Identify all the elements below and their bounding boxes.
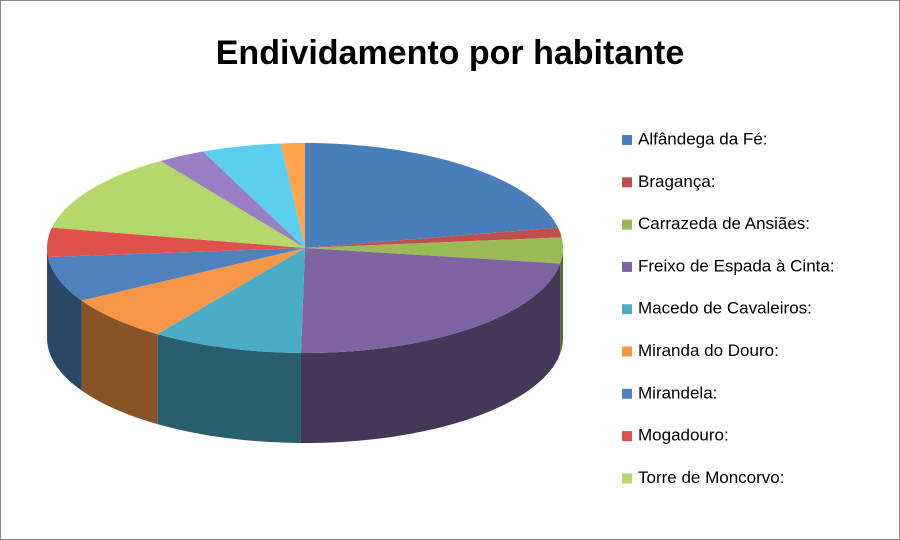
slice-side xyxy=(47,257,82,391)
slice-top xyxy=(300,248,561,353)
slice xyxy=(305,143,559,248)
legend-swatch xyxy=(622,346,632,357)
legend-swatch xyxy=(622,388,632,399)
slice-side xyxy=(47,248,48,348)
slice-side xyxy=(157,334,301,443)
slice xyxy=(305,237,563,354)
legend-swatch xyxy=(622,177,632,188)
legend-label: Macedo de Cavaleiros: xyxy=(638,299,812,318)
slice-top xyxy=(305,143,559,248)
legend-label: Mirandela: xyxy=(638,383,717,402)
slice xyxy=(81,248,305,425)
slice xyxy=(160,151,305,248)
slice xyxy=(300,248,561,443)
legend-label: Torre de Moncorvo: xyxy=(638,468,784,487)
legend-swatch xyxy=(622,473,632,484)
legend-label: Bragança: xyxy=(638,172,716,191)
chart-title: Endividamento por habitante xyxy=(216,34,684,72)
legend-swatch xyxy=(622,431,632,442)
legend-label: Miranda do Douro: xyxy=(638,341,779,360)
slice xyxy=(47,227,306,348)
legend-label: Mogadouro: xyxy=(638,426,729,445)
legend-label: Carrazeda de Ansiães: xyxy=(638,214,810,233)
slice xyxy=(51,160,305,248)
slice xyxy=(157,248,305,443)
slice xyxy=(305,227,562,248)
slice xyxy=(203,143,305,248)
slice xyxy=(47,248,305,391)
legend-label: Alfândega da Fé: xyxy=(638,129,767,148)
slice-top xyxy=(47,227,306,258)
slice-top xyxy=(305,227,562,248)
slice-top xyxy=(305,237,563,264)
slice-top xyxy=(160,151,305,248)
slice-top xyxy=(280,143,305,248)
slice-side xyxy=(81,300,158,425)
slice xyxy=(280,143,305,248)
legend-swatch xyxy=(622,261,632,272)
slice-top xyxy=(203,143,305,248)
slice-side xyxy=(300,263,561,443)
slice-top xyxy=(51,160,305,248)
legend-label: Freixo de Espada à Cinta: xyxy=(638,256,835,275)
slice-side xyxy=(560,248,563,354)
slice-top xyxy=(47,248,305,301)
slice-top xyxy=(157,248,305,353)
legend-swatch xyxy=(622,135,632,145)
legend-swatch xyxy=(622,219,632,230)
slice-top xyxy=(81,248,305,335)
legend-swatch xyxy=(622,304,632,315)
